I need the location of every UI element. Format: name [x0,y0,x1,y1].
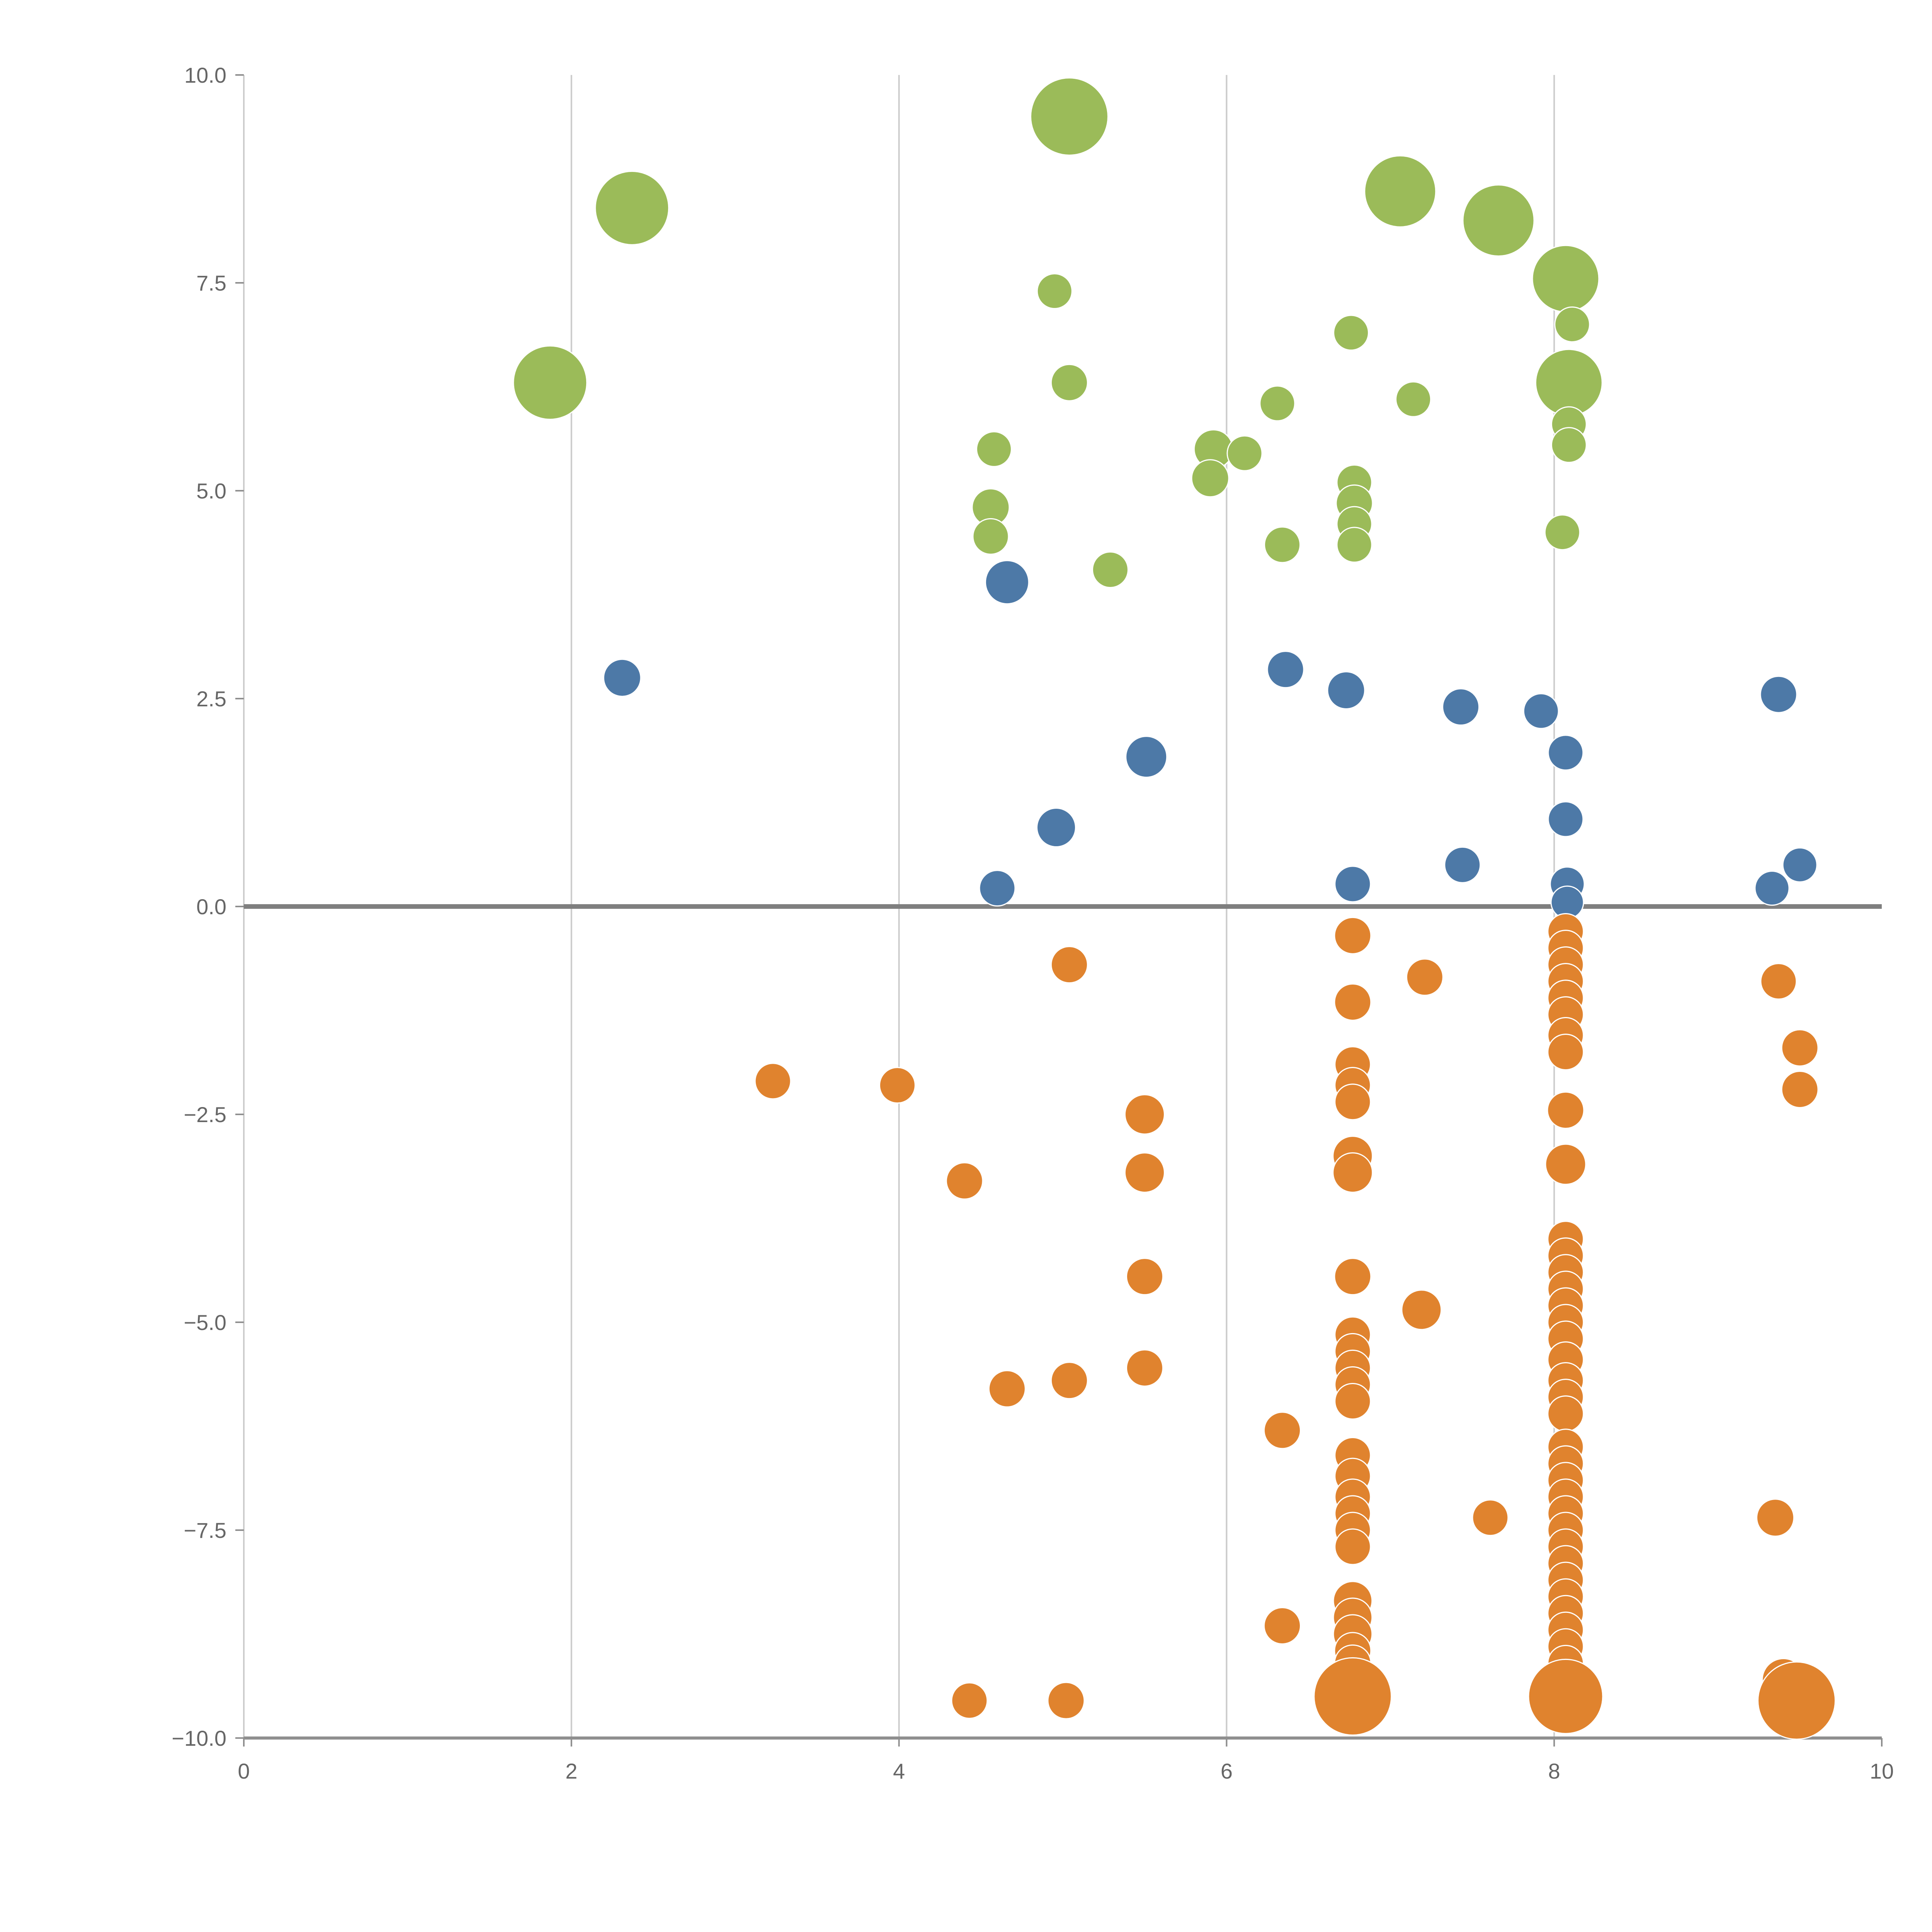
data-point-orange [1334,983,1372,1021]
data-point-orange [1757,1661,1836,1740]
data-point-orange [1050,1362,1088,1400]
y-tick-label: 2.5 [196,687,226,711]
data-point-green [1544,514,1580,551]
data-point-green [1532,245,1600,313]
data-point-green [972,518,1009,555]
data-point-orange [1126,1349,1163,1387]
x-tick-label: 0 [238,1759,250,1783]
data-point-green [976,431,1012,467]
data-point-orange [1264,1412,1301,1449]
data-point-blue [1754,871,1790,906]
y-tick-label: 0.0 [196,895,226,919]
data-point-orange [1124,1152,1165,1193]
data-point-green [595,170,670,245]
x-tick-label: 6 [1221,1759,1233,1783]
data-point-orange [1264,1607,1301,1645]
x-tick-label: 10 [1870,1759,1894,1783]
data-point-green [1554,306,1590,343]
x-tick-label: 8 [1548,1759,1560,1783]
data-point-orange [1334,1383,1371,1420]
data-point-green [1395,381,1432,417]
data-point-green [513,345,588,420]
data-point-orange [1334,1083,1371,1121]
data-point-blue [603,658,641,697]
data-point-green [1036,273,1073,310]
data-point-blue [1444,846,1481,883]
y-tick-label: −10.0 [172,1726,226,1750]
data-point-blue [1442,688,1480,726]
y-tick-label: −5.0 [184,1310,226,1335]
data-point-orange [946,1162,983,1200]
data-point-orange [879,1067,916,1104]
y-tick-label: −7.5 [184,1518,226,1543]
data-point-orange [1334,1528,1371,1565]
data-point-orange [1472,1499,1509,1536]
y-tick-label: 7.5 [196,271,226,295]
x-tick-label: 4 [893,1759,905,1783]
data-point-green [1191,459,1230,498]
data-point-orange [1047,1682,1085,1719]
data-point-orange [1406,958,1444,996]
x-tick-label: 2 [565,1759,577,1783]
data-point-orange [1781,1070,1819,1108]
data-point-blue [1125,736,1168,778]
data-point-orange [1547,1395,1584,1432]
data-point-orange [1547,1091,1585,1129]
data-point-orange [951,1682,988,1719]
data-point-orange [1334,917,1372,954]
y-tick-label: 10.0 [184,63,226,87]
data-point-green [1030,77,1109,156]
data-point-blue [1760,675,1798,713]
data-point-blue [1334,866,1371,903]
data-point-orange [1313,1657,1392,1736]
data-point-orange [1332,1152,1373,1193]
data-point-green [1226,435,1263,471]
y-tick-label: 5.0 [196,479,226,503]
data-point-blue [1327,671,1366,709]
data-point-green [1264,526,1301,563]
data-point-orange [1547,1034,1584,1071]
data-point-green [1462,184,1535,257]
data-point-orange [754,1063,791,1100]
data-point-green [1364,155,1437,228]
data-point-orange [1124,1094,1165,1135]
data-point-orange [1756,1498,1794,1537]
data-point-orange [1401,1289,1442,1330]
data-point-orange [1781,1029,1819,1067]
data-point-blue [1036,808,1077,848]
data-point-green [1092,551,1129,588]
data-point-orange [1528,1658,1604,1734]
data-point-blue [1548,801,1584,837]
data-point-blue [1523,693,1559,729]
data-point-green [1535,349,1603,417]
data-point-orange [988,1370,1026,1408]
data-point-green [1551,427,1587,463]
data-point-green [1336,527,1372,563]
data-point-blue [1267,651,1304,689]
data-point-blue [985,560,1029,605]
data-point-orange [1760,963,1797,1000]
data-point-blue [1548,735,1584,771]
data-point-blue [979,870,1016,907]
data-point-orange [1545,1143,1587,1185]
y-tick-label: −2.5 [184,1102,226,1127]
data-point-orange [1126,1258,1163,1296]
data-point-green [1050,364,1088,401]
data-point-green [1259,385,1296,422]
data-point-orange [1334,1258,1372,1296]
data-point-green [1333,315,1369,351]
data-point-orange [1050,946,1088,984]
data-point-blue [1782,847,1818,883]
